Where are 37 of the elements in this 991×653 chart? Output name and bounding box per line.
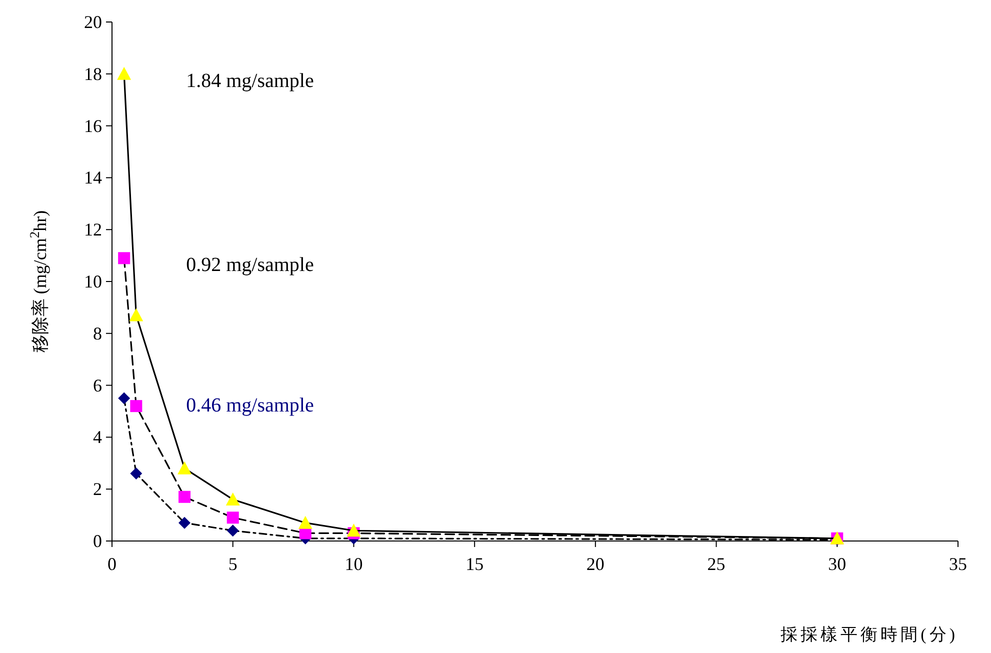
y-tick-label: 4 [93,427,102,448]
y-tick-label: 14 [84,168,102,188]
x-tick-label: 20 [586,554,604,574]
y-tick-label: 16 [84,116,102,136]
text: 0.92 mg/sample [186,254,314,276]
point [346,524,361,537]
text: 1.84 mg/sample [186,70,314,92]
x-tick-label: 15 [466,554,484,574]
point [226,524,239,537]
y-tick-label: 2 [93,479,102,500]
point [178,490,191,503]
point [226,492,240,506]
point [117,66,132,80]
x-axis-title: 採採樣平衡時間(分) [780,625,958,644]
y-tick-label: 20 [84,12,102,32]
y-tick-label: 0 [93,531,102,551]
y-tick-label: 6 [93,375,102,396]
y-tick-label: 10 [84,272,102,292]
y-tick-label: 18 [84,64,102,84]
x-tick-label: 0 [108,554,116,574]
point [118,252,130,264]
x-tick-label: 35 [949,554,967,574]
x-tick-label: 10 [344,554,363,574]
x-tick-label: 30 [828,554,846,574]
y-tick-label: 12 [84,220,102,240]
point [226,512,239,524]
text: 0.46 mg/sample [186,394,314,416]
point [178,461,192,474]
x-tick-label: 5 [228,554,238,574]
point [298,516,312,529]
point [129,308,144,322]
x-tick-label: 25 [707,554,726,574]
y-tick-label: 8 [93,323,102,344]
point [118,392,130,404]
point [178,516,191,529]
point [130,468,142,480]
point [130,400,142,412]
